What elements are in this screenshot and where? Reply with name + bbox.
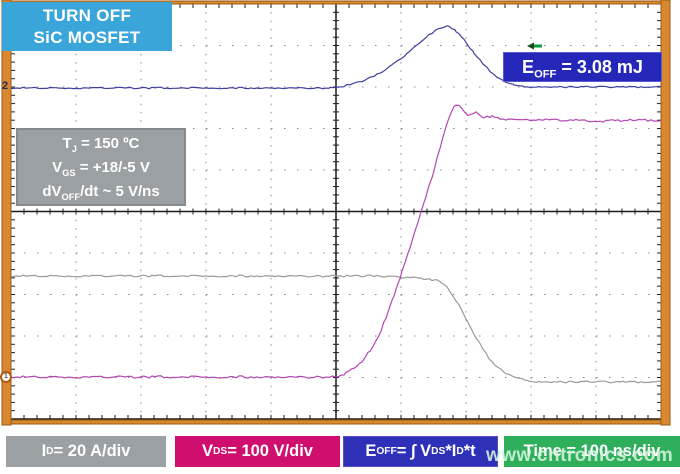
trace-vds xyxy=(11,104,662,379)
test-conditions-box: TJ = 150 ºC VGS = +18/-5 V dVOFF/dt ~ 5 … xyxy=(16,128,186,206)
watermark: www.cntronics.com xyxy=(486,445,674,466)
bezel-right xyxy=(660,0,671,426)
trace-eoff xyxy=(11,25,662,90)
legend-vds-scale: V DS = 100 V/div xyxy=(175,436,340,467)
channel-1-marker: 1 xyxy=(0,371,12,383)
legend-time-scale: Time = 100 ns/div xyxy=(504,436,680,467)
eoff-readout: EOFF = 3.08 mJ xyxy=(503,52,662,82)
title-box: TURN OFF SiC MOSFET xyxy=(2,2,172,51)
title-line-1: TURN OFF xyxy=(42,6,132,25)
condition-gate-voltage: VGS = +18/-5 V xyxy=(52,159,150,178)
cursor-arrow-icon xyxy=(527,42,534,50)
legend-eoff-formula: E OFF = ∫ V DS *I D *t xyxy=(343,436,498,467)
cursor-arrow-tail xyxy=(534,44,542,48)
channel-2-marker: 2 xyxy=(2,80,9,92)
trace-id xyxy=(11,274,662,384)
bezel-left xyxy=(1,0,12,426)
scope-display xyxy=(1,0,671,426)
title-line-2: SiC MOSFET xyxy=(33,28,141,47)
condition-junction-temp: TJ = 150 ºC xyxy=(62,135,140,154)
bezel-bottom xyxy=(1,419,671,425)
condition-dvdt: dVOFF/dt ~ 5 V/ns xyxy=(42,183,160,202)
